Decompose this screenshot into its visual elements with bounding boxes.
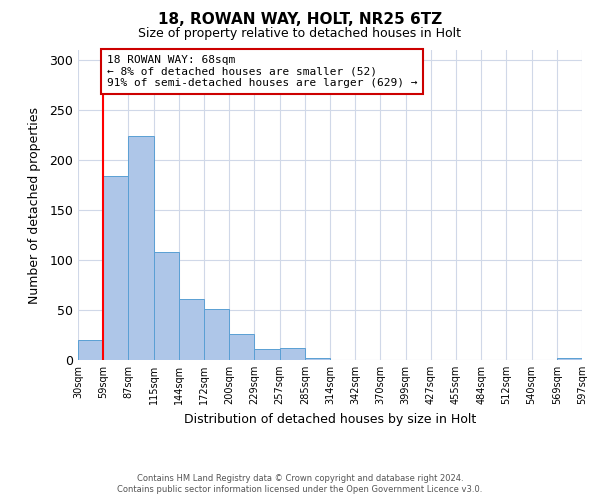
Text: Size of property relative to detached houses in Holt: Size of property relative to detached ho… — [139, 28, 461, 40]
Bar — [103, 176, 128, 360]
Bar — [78, 340, 103, 360]
Bar — [179, 299, 204, 360]
Bar — [229, 334, 254, 360]
Bar — [305, 358, 330, 360]
Bar — [254, 349, 280, 360]
Bar — [280, 348, 305, 360]
Text: Contains HM Land Registry data © Crown copyright and database right 2024.
Contai: Contains HM Land Registry data © Crown c… — [118, 474, 482, 494]
Bar — [128, 136, 154, 360]
Bar — [204, 309, 229, 360]
Bar — [154, 252, 179, 360]
Y-axis label: Number of detached properties: Number of detached properties — [28, 106, 41, 304]
Text: 18, ROWAN WAY, HOLT, NR25 6TZ: 18, ROWAN WAY, HOLT, NR25 6TZ — [158, 12, 442, 28]
Text: 18 ROWAN WAY: 68sqm
← 8% of detached houses are smaller (52)
91% of semi-detache: 18 ROWAN WAY: 68sqm ← 8% of detached hou… — [107, 55, 418, 88]
Bar — [557, 358, 582, 360]
X-axis label: Distribution of detached houses by size in Holt: Distribution of detached houses by size … — [184, 412, 476, 426]
